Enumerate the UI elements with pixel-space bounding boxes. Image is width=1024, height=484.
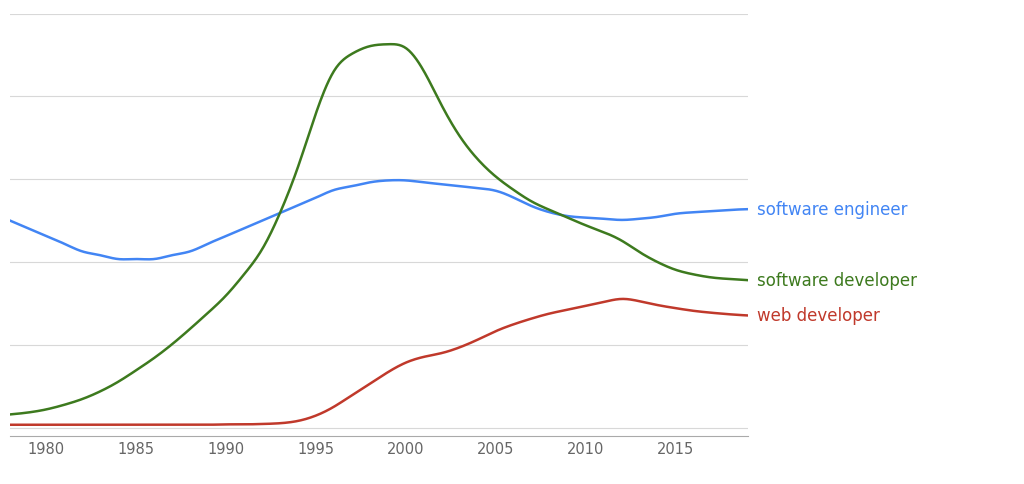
Text: software developer: software developer: [757, 272, 916, 289]
Text: software engineer: software engineer: [757, 201, 907, 219]
Text: web developer: web developer: [757, 307, 880, 325]
